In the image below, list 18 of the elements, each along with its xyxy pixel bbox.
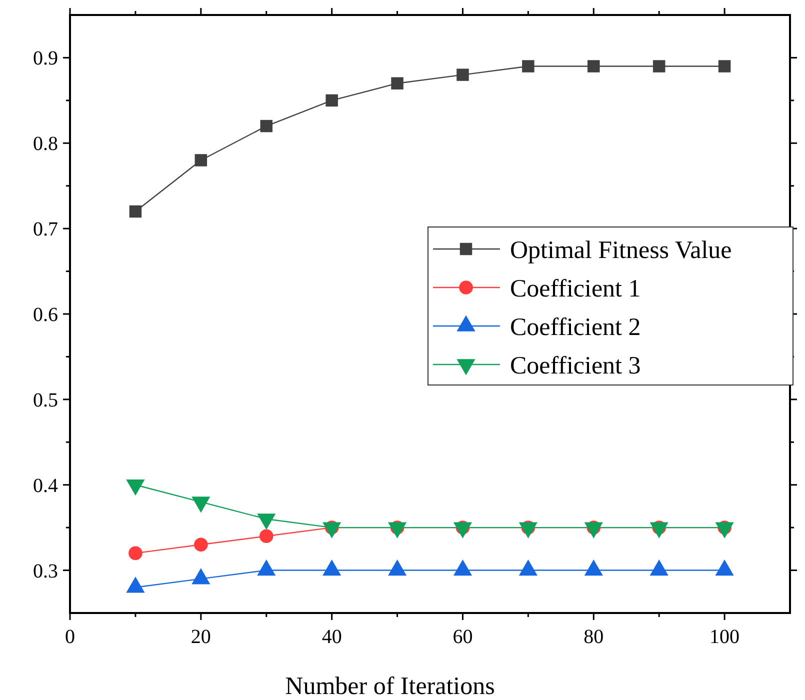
x-tick-label: 0 [65, 626, 75, 648]
y-tick-label: 0.3 [33, 560, 58, 582]
x-tick-label: 80 [584, 626, 604, 648]
x-tick-label: 40 [322, 626, 342, 648]
y-tick-label: 0.9 [33, 48, 58, 70]
y-tick-label: 0.7 [33, 218, 58, 241]
legend-label: Optimal Fitness Value [510, 236, 732, 264]
y-tick-label: 0.4 [33, 474, 58, 497]
legend-label: Coefficient 2 [510, 314, 641, 341]
y-tick-label: 0.5 [33, 389, 58, 412]
x-tick-label: 100 [710, 626, 740, 648]
x-tick-label: 20 [190, 626, 211, 648]
x-tick-label: 60 [452, 626, 473, 648]
legend-label: Coefficient 3 [510, 352, 641, 380]
legend-label: Coefficient 1 [510, 275, 641, 302]
y-tick-label: 0.6 [33, 304, 58, 326]
y-tick-label: 0.8 [33, 133, 58, 156]
x-axis-title: Number of Iterations [285, 673, 495, 700]
